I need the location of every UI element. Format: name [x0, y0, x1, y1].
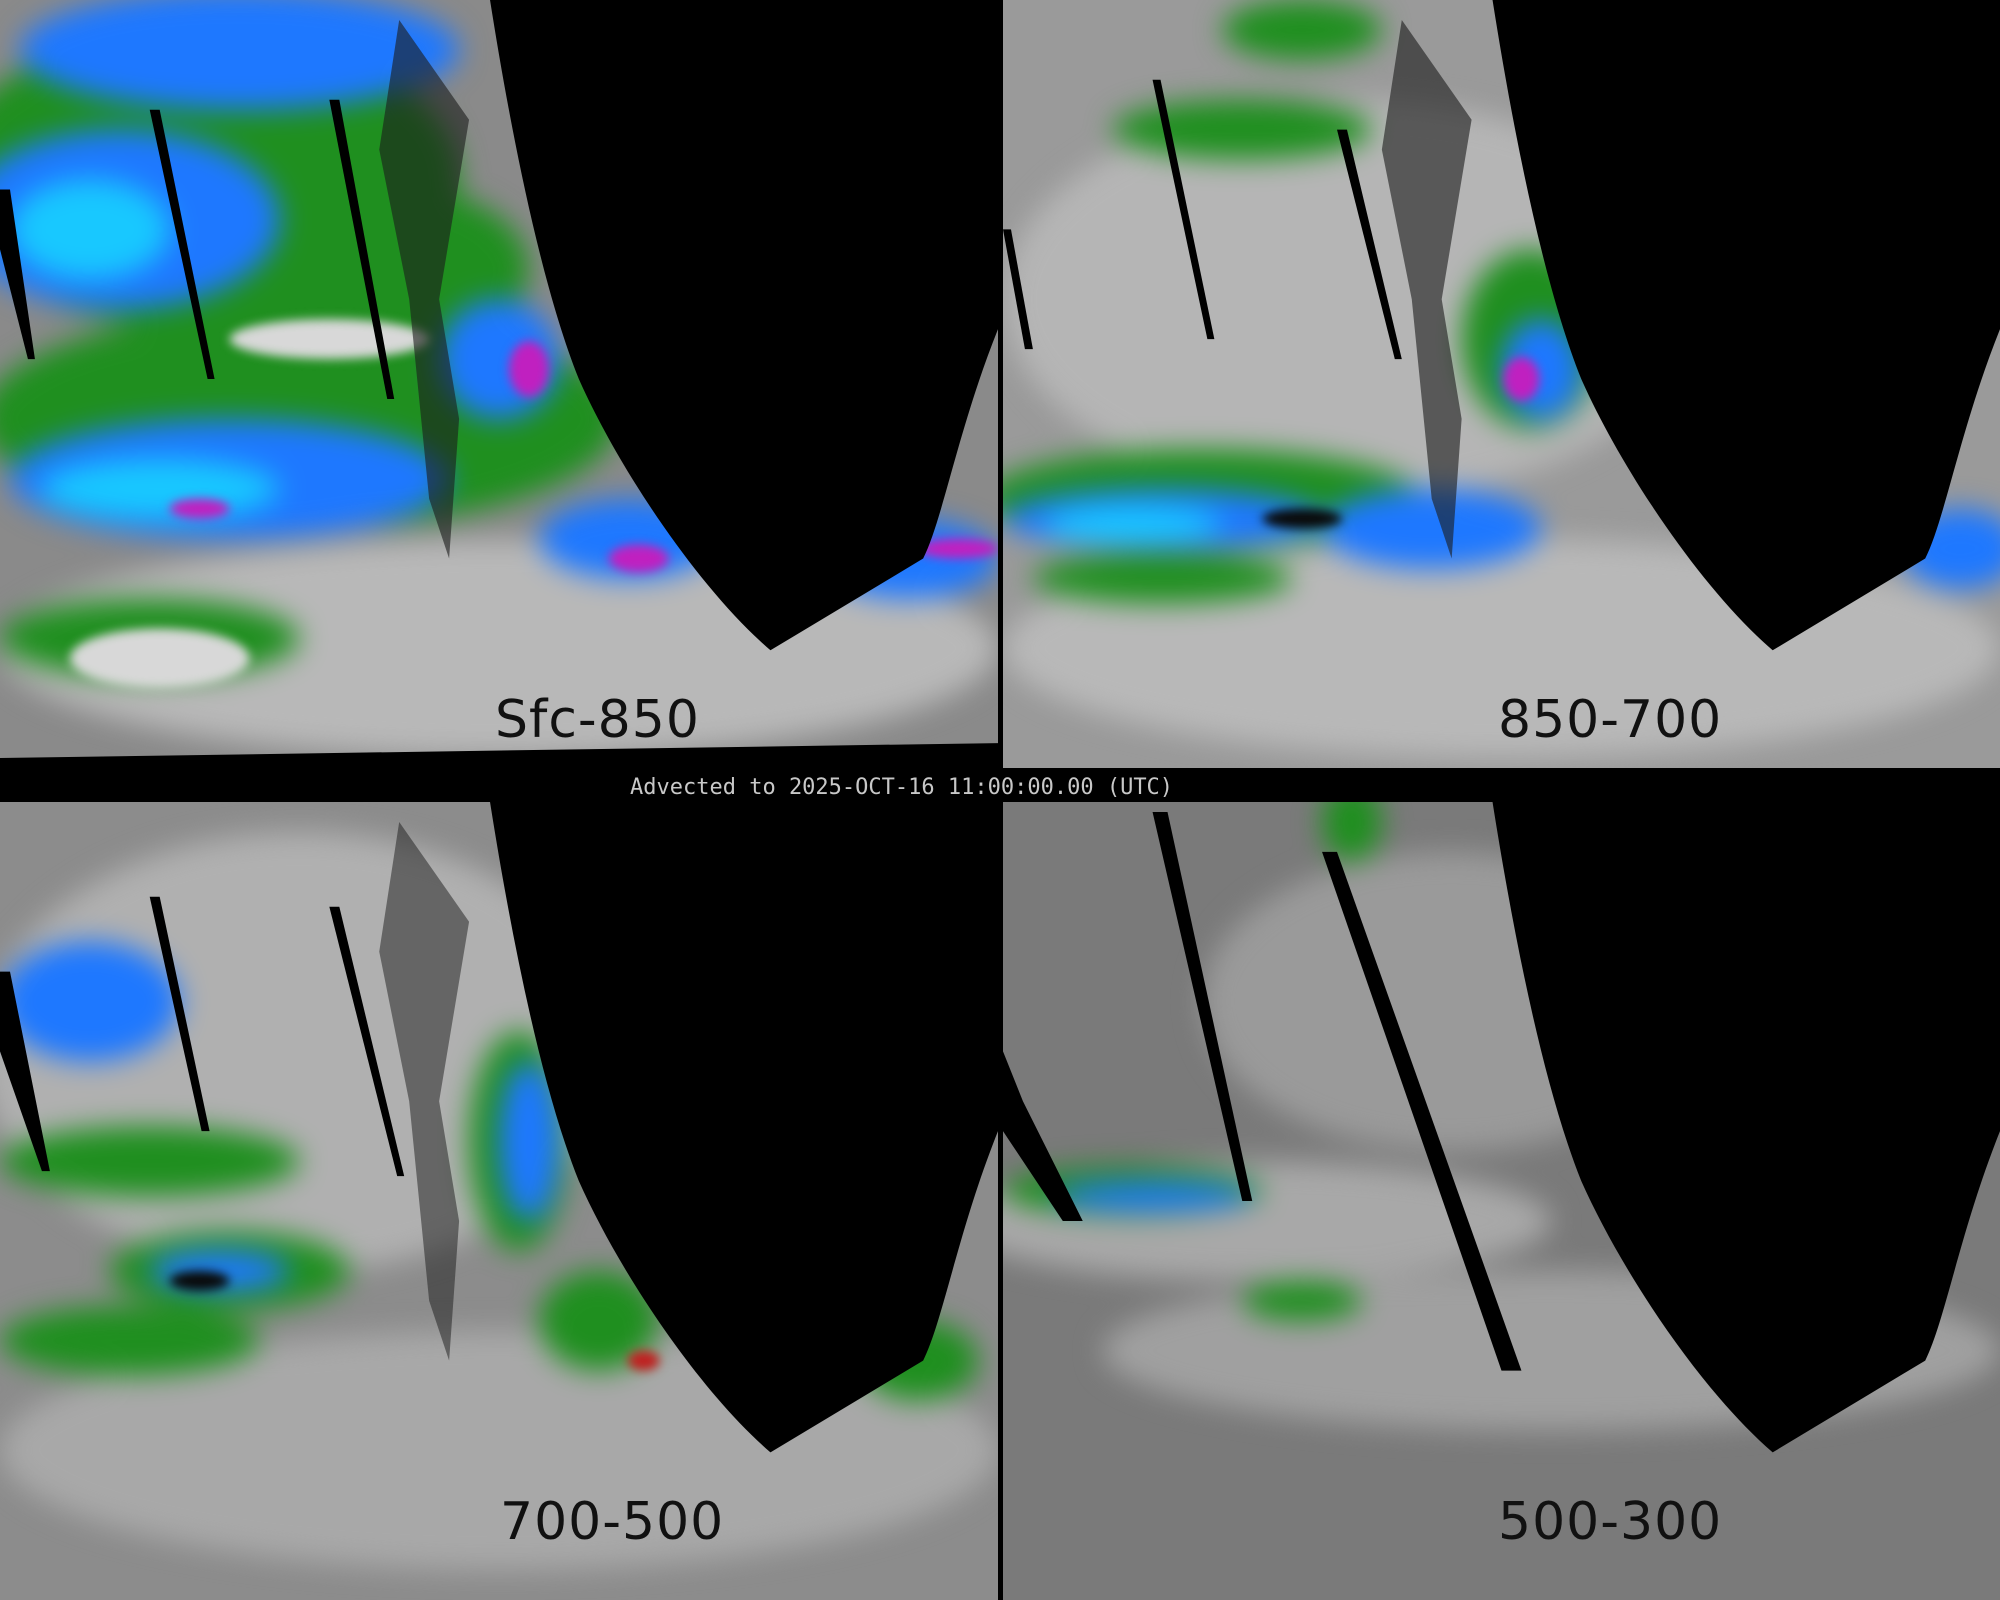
moisture-map-850-700: [1003, 0, 2000, 768]
no-data-region: [490, 0, 998, 651]
panel-label: 850-700: [1498, 690, 1723, 750]
no-data-region: [1492, 0, 2000, 651]
no-data-region: [490, 802, 998, 1453]
moisture-map-sfc-850: [0, 0, 998, 768]
no-data-region: [1492, 802, 2000, 1453]
panel-sfc-850: Sfc-850: [0, 0, 998, 768]
panel-850-700: 850-700: [1003, 0, 2000, 768]
moisture-map-700-500: [0, 802, 998, 1600]
moisture-map-500-300: [1003, 802, 2000, 1600]
panel-label: 700-500: [500, 1492, 725, 1552]
timestamp-label: Advected to 2025-OCT-16 11:00:00.00 (UTC…: [630, 775, 1174, 800]
panel-label: Sfc-850: [495, 690, 700, 750]
panel-label: 500-300: [1498, 1492, 1723, 1552]
panel-700-500: 700-500: [0, 802, 998, 1600]
panel-500-300: 500-300: [1003, 802, 2000, 1600]
timestamp-bar: Advected to 2025-OCT-16 11:00:00.00 (UTC…: [620, 770, 1840, 802]
